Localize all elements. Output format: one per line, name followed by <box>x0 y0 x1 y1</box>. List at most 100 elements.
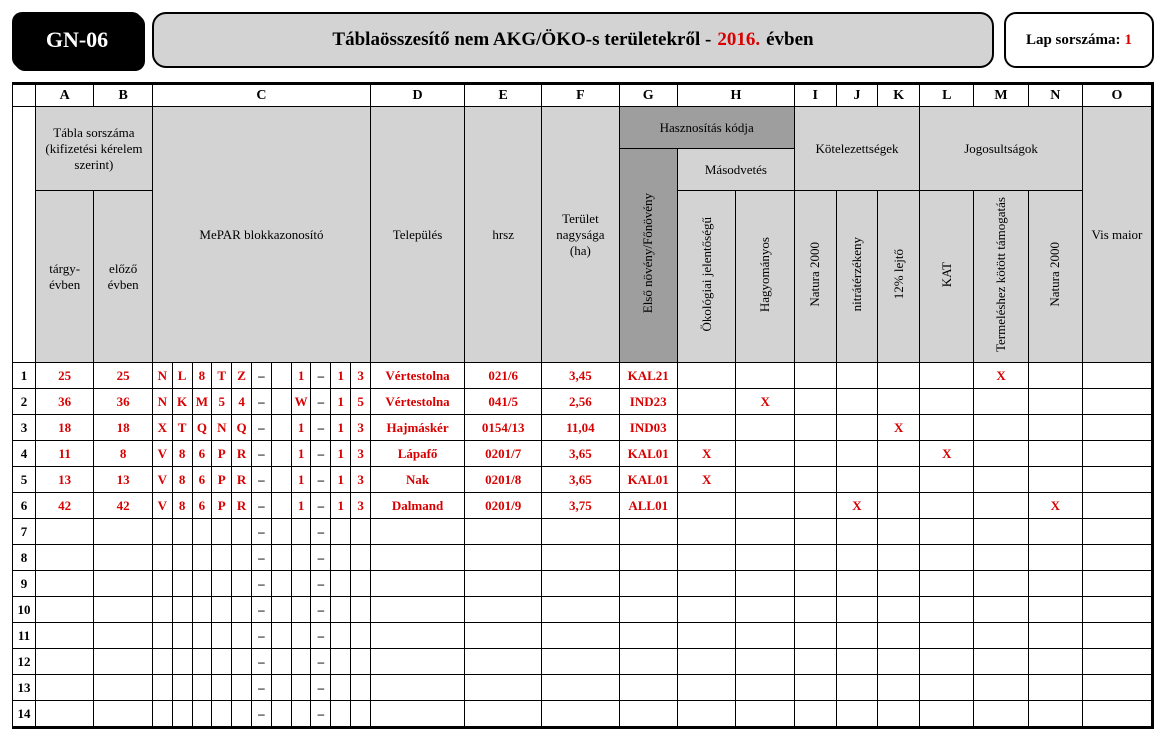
hdr-kat: KAT <box>920 191 974 363</box>
table-cell <box>920 389 974 415</box>
table-cell <box>212 519 232 545</box>
table-cell <box>677 623 735 649</box>
table-cell <box>736 701 794 727</box>
table-cell <box>1028 519 1082 545</box>
table-cell: 6 <box>192 493 212 519</box>
table-cell <box>291 675 311 701</box>
table-cell <box>465 623 542 649</box>
table-cell <box>465 545 542 571</box>
table-cell: – <box>252 545 272 571</box>
table-cell <box>351 701 371 727</box>
table-cell <box>371 623 465 649</box>
table-cell <box>542 545 619 571</box>
table-cell <box>974 623 1028 649</box>
column-letter-G: G <box>619 85 677 107</box>
table-cell: 12 <box>13 649 36 675</box>
table-cell <box>794 623 836 649</box>
table-cell: 1 <box>291 363 311 389</box>
table-cell: 0201/7 <box>465 441 542 467</box>
hdr-elozo-evben: előző évben <box>94 191 152 363</box>
table-cell <box>920 675 974 701</box>
table-cell: L <box>172 363 192 389</box>
table-cell: Vértestolna <box>371 363 465 389</box>
table-cell <box>677 675 735 701</box>
table-cell <box>736 363 794 389</box>
table-cell: 18 <box>35 415 93 441</box>
table-cell <box>736 441 794 467</box>
table-cell: 1 <box>331 493 351 519</box>
table-cell: X <box>152 415 172 441</box>
table-cell: 5 <box>351 389 371 415</box>
table-cell <box>794 493 836 519</box>
table-cell: – <box>311 597 331 623</box>
table-cell <box>920 519 974 545</box>
table-cell: – <box>252 389 272 415</box>
table-cell <box>974 597 1028 623</box>
table-row: 8–– <box>13 545 1152 571</box>
column-letter-J: J <box>836 85 878 107</box>
table-cell: Hajmáskér <box>371 415 465 441</box>
table-row: 14–– <box>13 701 1152 727</box>
table-cell <box>1082 675 1151 701</box>
table-cell <box>271 597 291 623</box>
table-cell: W <box>291 389 311 415</box>
page-number-box: Lap sorszáma: 1 <box>1004 12 1154 68</box>
column-letter-O: O <box>1082 85 1151 107</box>
table-cell <box>1082 441 1151 467</box>
table-cell: – <box>252 363 272 389</box>
table-cell: 0154/13 <box>465 415 542 441</box>
table-cell: 13 <box>35 467 93 493</box>
table-cell <box>542 623 619 649</box>
table-cell: – <box>311 519 331 545</box>
table-cell <box>291 623 311 649</box>
table-cell <box>35 571 93 597</box>
table-cell: 1 <box>331 389 351 415</box>
table-cell: 3 <box>351 493 371 519</box>
table-cell: X <box>974 363 1028 389</box>
table-cell: KAL01 <box>619 441 677 467</box>
table-cell <box>192 675 212 701</box>
table-cell: 1 <box>13 363 36 389</box>
table-cell: 13 <box>13 675 36 701</box>
column-letter-E: E <box>465 85 542 107</box>
table-body: 12525NL8TZ–1–13Vértestolna021/63,45KAL21… <box>13 363 1152 727</box>
table-cell: 8 <box>172 467 192 493</box>
table-cell <box>974 467 1028 493</box>
table-cell <box>291 545 311 571</box>
table-cell <box>152 623 172 649</box>
table-cell <box>677 701 735 727</box>
table-cell <box>920 415 974 441</box>
column-letter-B: B <box>94 85 152 107</box>
table-cell: – <box>311 415 331 441</box>
table-cell <box>1028 597 1082 623</box>
table-cell: 3,65 <box>542 467 619 493</box>
hdr-lejto: 12% lejtő <box>878 191 920 363</box>
table-cell: 1 <box>291 415 311 441</box>
hdr-termeles: Termeléshez kötött támogatás <box>974 191 1028 363</box>
column-letter-F: F <box>542 85 619 107</box>
title-prefix: Táblaösszesítő nem AKG/ÖKO-s területekrő… <box>332 29 711 51</box>
table-cell <box>974 701 1028 727</box>
table-cell <box>172 623 192 649</box>
table-cell: KAL21 <box>619 363 677 389</box>
table-cell <box>836 701 878 727</box>
table-cell <box>836 363 878 389</box>
table-cell <box>172 649 192 675</box>
table-cell: 11 <box>13 623 36 649</box>
table-row: 7–– <box>13 519 1152 545</box>
table-cell <box>878 389 920 415</box>
table-cell <box>878 675 920 701</box>
table-cell: N <box>212 415 232 441</box>
table-cell <box>291 701 311 727</box>
table-cell <box>677 545 735 571</box>
table-cell <box>212 623 232 649</box>
table-cell <box>192 545 212 571</box>
table-cell <box>35 701 93 727</box>
table-cell: N <box>152 363 172 389</box>
table-cell <box>736 597 794 623</box>
table-cell <box>1082 623 1151 649</box>
table-row: 13–– <box>13 675 1152 701</box>
hdr-elso-noveny-label: Első növény/Főnövény <box>638 187 658 319</box>
table-cell <box>677 571 735 597</box>
table-cell <box>1028 545 1082 571</box>
